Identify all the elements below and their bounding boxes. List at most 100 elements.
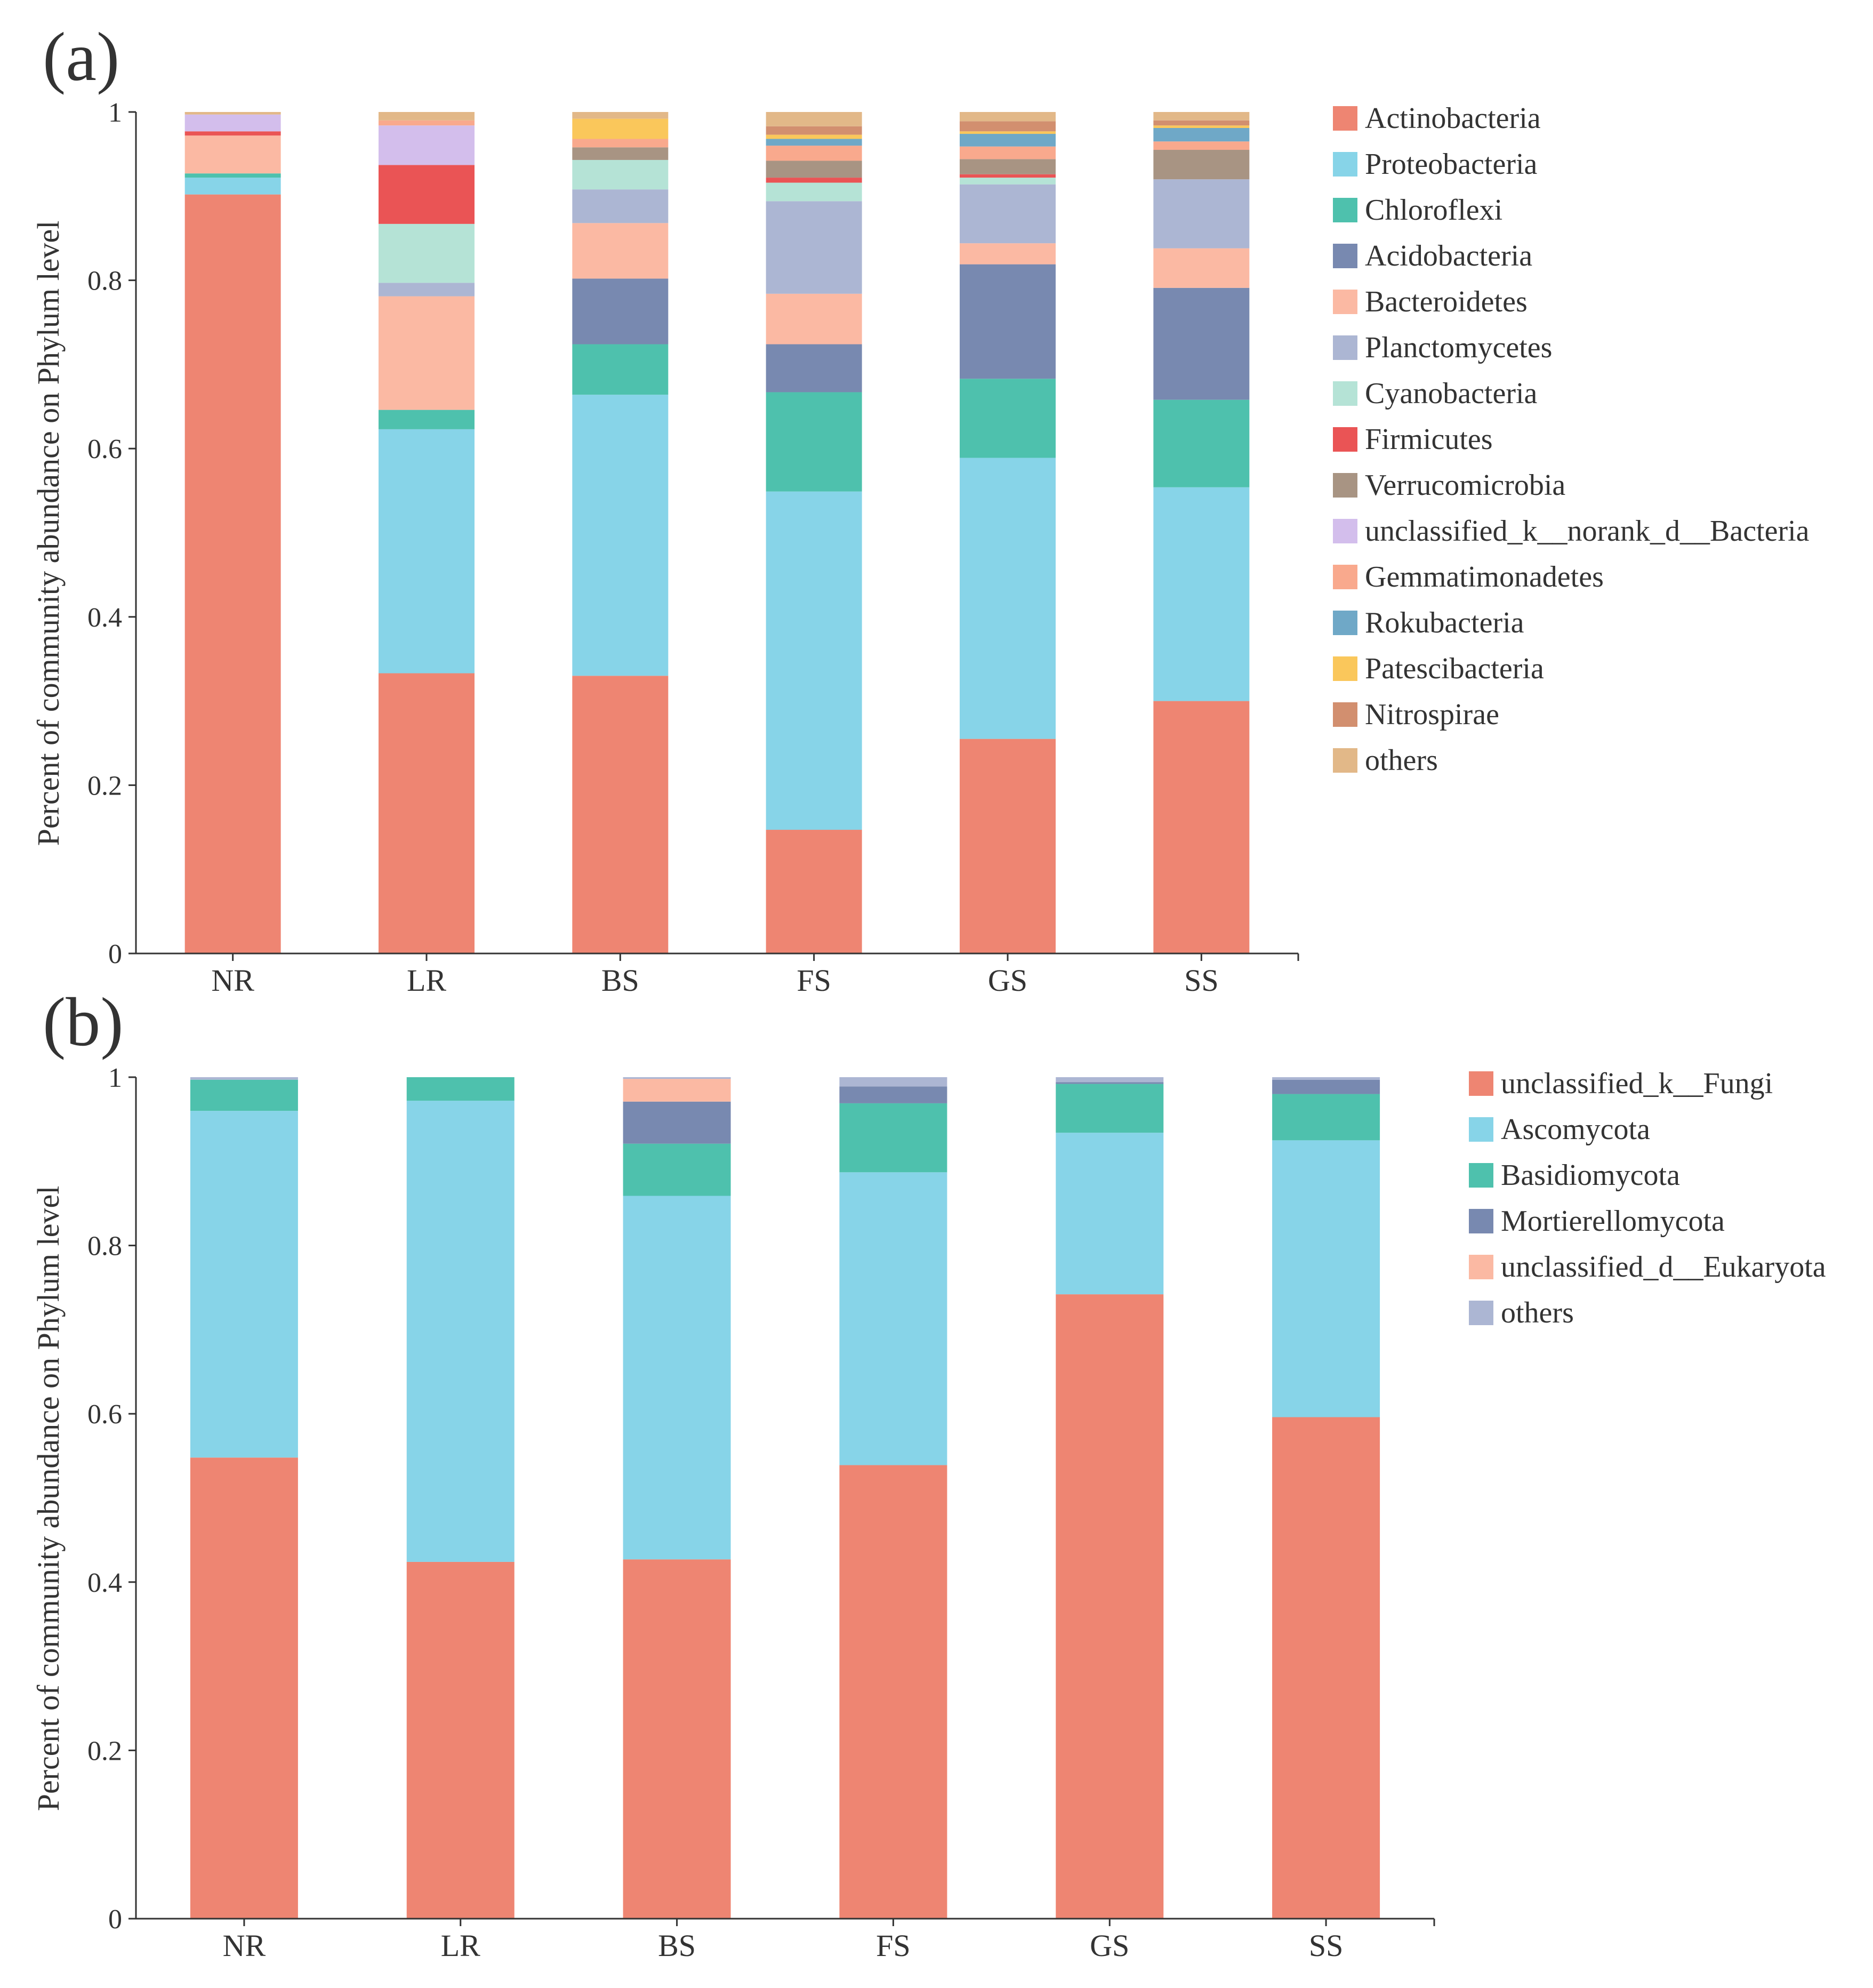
legend-swatch-Acidobacteria xyxy=(1333,244,1357,268)
y-axis-label: Percent of community abundance on Phylum… xyxy=(31,221,66,846)
legend-swatch-Planctomycetes xyxy=(1333,335,1357,360)
bar-NR-Firmicutes xyxy=(184,131,281,136)
bar-LR-Cyanobacteria xyxy=(379,223,475,283)
bar-BS-Verrucomicrobia xyxy=(572,147,669,160)
x-tick-label-LR: LR xyxy=(407,963,446,998)
bar-SS-Ascomycota xyxy=(1272,1140,1380,1417)
legend-label-Proteobacteria: Proteobacteria xyxy=(1365,148,1538,181)
bar-GS-Nitrospirae xyxy=(960,121,1056,132)
bar-LR-Basidiomycota xyxy=(406,1077,515,1101)
bar-SS-Bacteroidetes xyxy=(1153,248,1250,288)
y-tick-label-1: 1 xyxy=(108,1063,122,1093)
legend-label-Actinobacteria: Actinobacteria xyxy=(1365,102,1541,135)
legend-label-Basidiomycota: Basidiomycota xyxy=(1501,1159,1680,1192)
bar-GS-Basidiomycota xyxy=(1056,1084,1164,1133)
bar-FS-Mortierellomycota xyxy=(839,1086,947,1103)
bar-GS-Mortierellomycota xyxy=(1056,1082,1164,1084)
legend-label-others: others xyxy=(1501,1296,1574,1329)
legend-label-Patescibacteria: Patescibacteria xyxy=(1365,652,1544,685)
legend-swatch-Cyanobacteria xyxy=(1333,381,1357,406)
bar-NR-Actinobacteria xyxy=(184,194,281,953)
bar-LR-Firmicutes xyxy=(379,165,475,224)
bar-NR-Proteobacteria xyxy=(184,178,281,195)
bar-BS-unclassified_k__Fungi xyxy=(623,1559,731,1919)
bar-LR-Proteobacteria xyxy=(379,429,475,674)
bar-FS-Chloroflexi xyxy=(766,392,862,492)
bar-BS-Planctomycetes xyxy=(572,189,669,223)
bar-FS-Verrucomicrobia xyxy=(766,161,862,178)
bar-SS-Planctomycetes xyxy=(1153,179,1250,248)
y-tick-label-0.2: 0.2 xyxy=(87,771,122,801)
bar-NR-others xyxy=(190,1077,298,1080)
bar-BS-Cyanobacteria xyxy=(572,159,669,190)
legend-swatch-Chloroflexi xyxy=(1333,198,1357,222)
bar-SS-others xyxy=(1272,1077,1380,1080)
bar-FS-others xyxy=(839,1077,947,1087)
legend-swatch-Patescibacteria xyxy=(1333,656,1357,681)
panel-a: (a) Percent of community abundance on Phy… xyxy=(31,19,1810,998)
bar-BS-Gemmatimonadetes xyxy=(572,139,669,148)
bar-BS-Actinobacteria xyxy=(572,676,669,953)
x-tick-label-LR: LR xyxy=(441,1928,480,1963)
bar-GS-Rokubacteria xyxy=(960,134,1056,147)
legend-label-others: others xyxy=(1365,744,1438,777)
bar-FS-Proteobacteria xyxy=(766,491,862,830)
bar-BS-Patescibacteria xyxy=(572,118,669,139)
legend-label-Mortierellomycota: Mortierellomycota xyxy=(1501,1205,1725,1238)
bar-LR-Actinobacteria xyxy=(379,673,475,953)
legend-label-Nitrospirae: Nitrospirae xyxy=(1365,698,1499,731)
x-tick-label-FS: FS xyxy=(876,1928,911,1963)
x-tick-label-NR: NR xyxy=(211,963,254,998)
bar-BS-Acidobacteria xyxy=(572,278,669,344)
legend-swatch-unclassified_k__Fungi xyxy=(1469,1071,1493,1096)
bar-LR-others xyxy=(379,112,475,121)
y-tick-label-1: 1 xyxy=(108,98,122,128)
bar-NR-unclassified_k__norank_d__Bacteria xyxy=(184,114,281,132)
x-tick-label-GS: GS xyxy=(988,963,1027,998)
x-tick-label-GS: GS xyxy=(1090,1928,1129,1963)
legend-label-Verrucomicrobia: Verrucomicrobia xyxy=(1365,469,1565,502)
bar-FS-Bacteroidetes xyxy=(766,293,862,344)
x-tick-label-BS: BS xyxy=(601,963,639,998)
y-tick-label-0.6: 0.6 xyxy=(87,1399,122,1430)
legend-swatch-unclassified_k__norank_d__Bacteria xyxy=(1333,519,1357,543)
bar-SS-Acidobacteria xyxy=(1153,287,1250,400)
bar-NR-Ascomycota xyxy=(190,1111,298,1458)
panel-label: (a) xyxy=(43,19,119,95)
bar-SS-Actinobacteria xyxy=(1153,701,1250,953)
y-axis-label: Percent of community abundance on Phylum… xyxy=(31,1186,66,1811)
bar-FS-Patescibacteria xyxy=(766,134,862,139)
legend-swatch-others xyxy=(1469,1301,1493,1325)
bar-NR-Chloroflexi xyxy=(184,173,281,178)
legend-label-Chloroflexi: Chloroflexi xyxy=(1365,194,1502,227)
bar-LR-unclassified_k__Fungi xyxy=(406,1561,515,1919)
bar-NR-others xyxy=(184,112,281,115)
bar-GS-Gemmatimonadetes xyxy=(960,146,1056,159)
bar-SS-Verrucomicrobia xyxy=(1153,150,1250,180)
x-tick-label-SS: SS xyxy=(1184,963,1219,998)
bar-GS-unclassified_k__Fungi xyxy=(1056,1294,1164,1919)
bar-SS-Chloroflexi xyxy=(1153,399,1250,487)
legend-swatch-Basidiomycota xyxy=(1469,1163,1493,1188)
bar-GS-Acidobacteria xyxy=(960,264,1056,379)
bar-NR-unclassified_k__Fungi xyxy=(190,1457,298,1919)
legend-swatch-unclassified_d__Eukaryota xyxy=(1469,1255,1493,1279)
bar-SS-unclassified_k__Fungi xyxy=(1272,1417,1380,1919)
bar-LR-Gemmatimonadetes xyxy=(379,120,475,126)
y-tick-label-0.6: 0.6 xyxy=(87,434,122,464)
bar-FS-Gemmatimonadetes xyxy=(766,146,862,161)
bar-SS-Proteobacteria xyxy=(1153,487,1250,701)
y-tick-label-0.8: 0.8 xyxy=(87,1231,122,1262)
legend-label-unclassified_d__Eukaryota: unclassified_d__Eukaryota xyxy=(1501,1250,1826,1284)
bar-GS-Bacteroidetes xyxy=(960,243,1056,264)
bar-BS-Basidiomycota xyxy=(623,1143,731,1196)
legend-swatch-Verrucomicrobia xyxy=(1333,473,1357,498)
legend-label-Gemmatimonadetes: Gemmatimonadetes xyxy=(1365,560,1604,594)
bar-GS-Actinobacteria xyxy=(960,739,1056,953)
bar-BS-Proteobacteria xyxy=(572,395,669,676)
bar-LR-Ascomycota xyxy=(406,1101,515,1562)
bar-BS-Ascomycota xyxy=(623,1196,731,1560)
bar-SS-others xyxy=(1153,112,1250,121)
bar-BS-others xyxy=(623,1077,731,1079)
bar-FS-Ascomycota xyxy=(839,1172,947,1465)
